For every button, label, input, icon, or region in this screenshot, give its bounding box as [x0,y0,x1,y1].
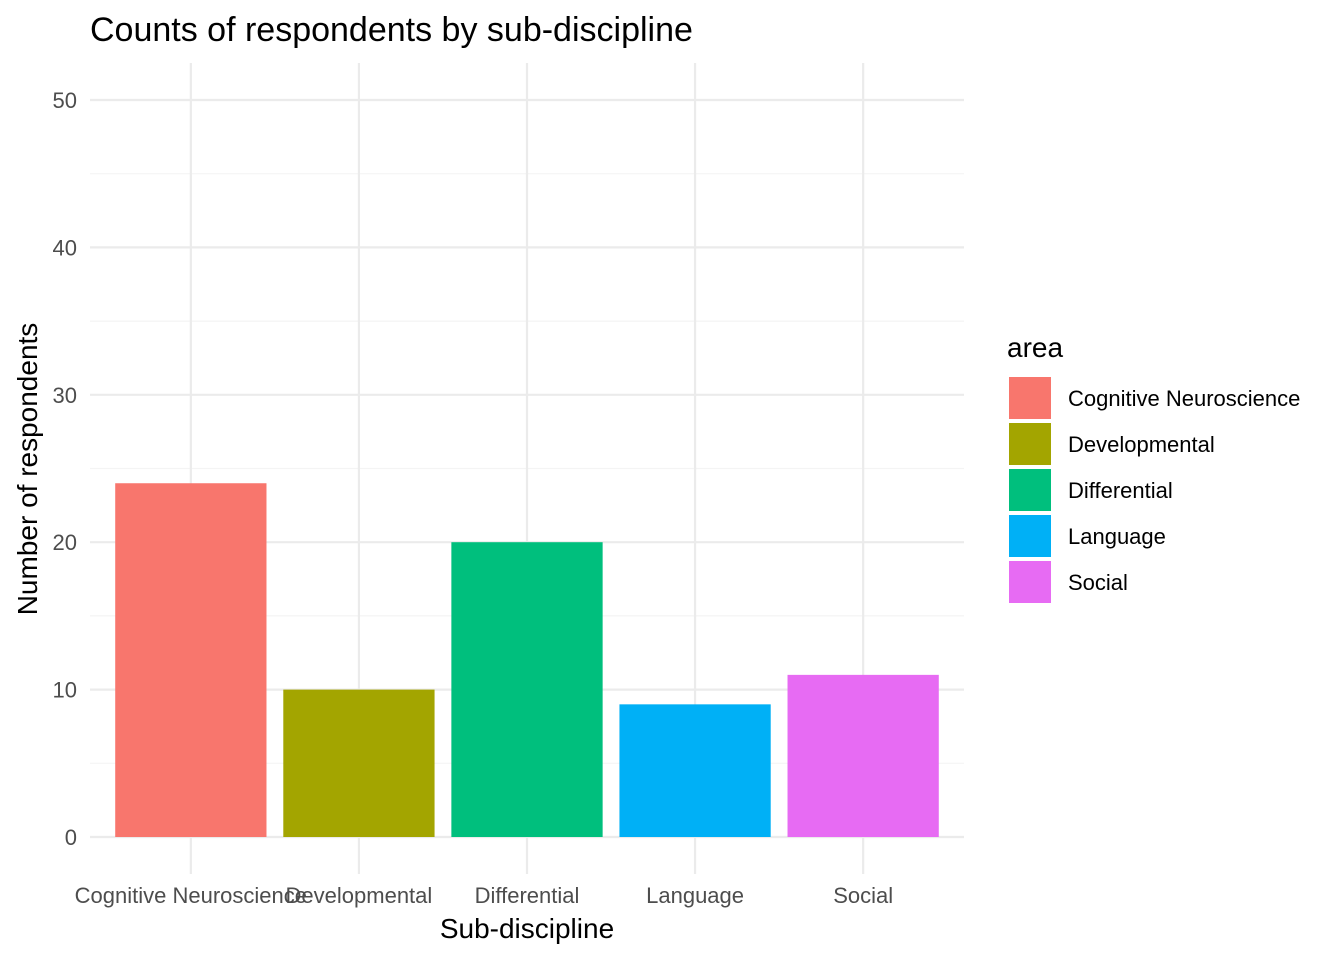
x-axis-title: Sub-discipline [440,913,614,944]
legend-swatch [1009,561,1051,603]
bar-differential [451,542,603,837]
legend-label: Differential [1068,478,1173,503]
bar-cognitive-neuroscience [115,483,267,837]
bar-language [619,704,771,837]
legend-swatch [1009,423,1051,465]
y-tick-label: 50 [53,88,77,113]
bar-social [787,674,939,837]
legend-swatch [1009,515,1051,557]
y-tick-label: 20 [53,530,77,555]
x-tick-label: Developmental [286,883,433,908]
y-tick-label: 30 [53,383,77,408]
y-axis-title: Number of respondents [12,323,43,616]
x-tick-label: Cognitive Neuroscience [75,883,307,908]
legend-title: area [1007,332,1063,363]
x-tick-label: Social [833,883,893,908]
bars [115,483,939,837]
legend-label: Language [1068,524,1166,549]
y-tick-label: 40 [53,235,77,260]
y-tick-label: 10 [53,678,77,703]
legend-label: Developmental [1068,432,1215,457]
bar-developmental [283,689,435,837]
legend-swatch [1009,377,1051,419]
y-axis-ticks: 0 10 20 30 40 50 [53,88,77,850]
legend: area Cognitive Neuroscience Developmental… [1007,332,1300,603]
legend-swatch [1009,469,1051,511]
x-tick-label: Language [646,883,744,908]
x-tick-label: Differential [475,883,580,908]
y-tick-label: 0 [65,825,77,850]
legend-label: Social [1068,570,1128,595]
legend-label: Cognitive Neuroscience [1068,386,1300,411]
chart-title: Counts of respondents by sub-discipline [90,11,693,49]
